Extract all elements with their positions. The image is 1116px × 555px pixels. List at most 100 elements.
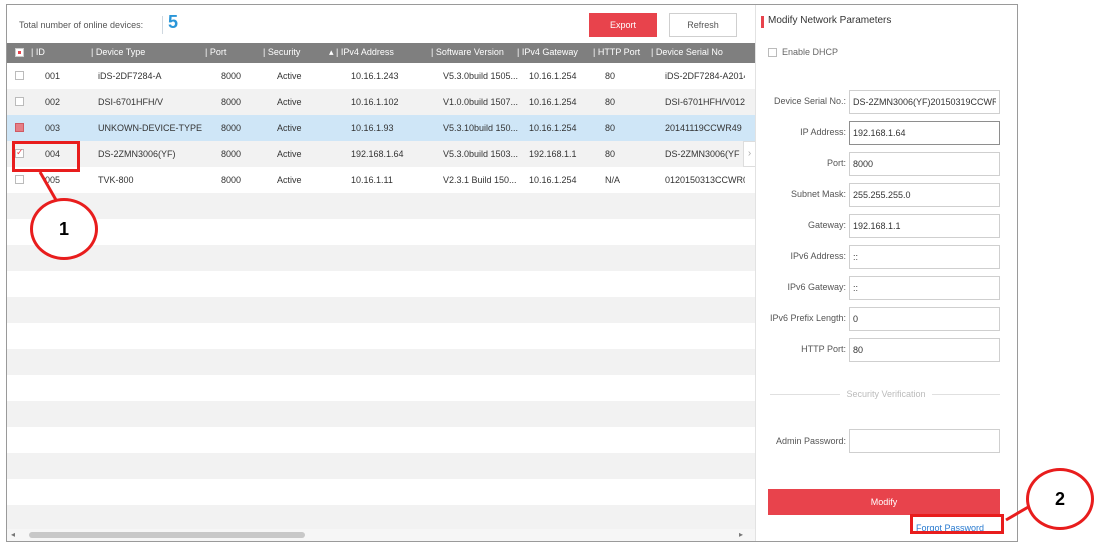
cell-id: 005 (45, 175, 61, 185)
column-header-serial-no[interactable]: | Device Serial No (651, 47, 723, 57)
scroll-right-icon[interactable]: ▸ (739, 530, 744, 539)
cell-ipv4-gateway: 192.168.1.1 (529, 149, 577, 159)
http-port-input[interactable] (849, 338, 1000, 362)
column-header-ipv4-address[interactable]: ▴ | IPv4 Address (329, 47, 394, 57)
row-checkbox[interactable] (15, 97, 24, 106)
chevron-right-icon: › (747, 148, 752, 159)
cell-ipv4-address: 10.16.1.11 (351, 175, 393, 185)
cell-security: Active (277, 123, 302, 133)
column-header-port[interactable]: | Port (205, 47, 227, 57)
column-header-ipv4-gateway[interactable]: | IPv4 Gateway (517, 47, 578, 57)
collapse-panel-handle[interactable]: › (743, 141, 755, 167)
port-input[interactable] (849, 152, 1000, 176)
cell-software-version: V5.3.10build 150... (443, 123, 519, 133)
export-button[interactable]: Export (589, 13, 657, 37)
refresh-button[interactable]: Refresh (669, 13, 737, 37)
empty-row (7, 193, 755, 219)
security-verification-label: Security Verification (846, 389, 926, 399)
connector-line-1 (38, 171, 58, 201)
admin-password-label: Admin Password: (775, 436, 846, 446)
column-header-http-port[interactable]: | HTTP Port (593, 47, 641, 57)
column-header-device-type[interactable]: | Device Type (91, 47, 146, 57)
panel-divider (755, 5, 756, 541)
column-header-id[interactable]: | ID (31, 47, 45, 57)
table-row[interactable]: 003 UNKOWN-DEVICE-TYPE 8000 Active 10.16.1.9… (7, 115, 755, 141)
row-checkbox[interactable] (15, 71, 24, 80)
scroll-thumb[interactable] (29, 532, 305, 538)
ipv6-gateway-label: IPv6 Gateway: (787, 282, 846, 292)
row-checkbox[interactable] (15, 175, 24, 184)
forgot-password-link[interactable]: Forgot Password (916, 523, 985, 533)
cell-id: 002 (45, 97, 61, 107)
ipv6-prefix-length-label: IPv6 Prefix Length: (769, 313, 846, 323)
empty-row (7, 245, 755, 271)
empty-row (7, 505, 755, 531)
cell-port: 8000 (221, 123, 242, 133)
cell-ipv4-address: 192.168.1.64 (351, 149, 404, 159)
cell-security: Active (277, 97, 302, 107)
admin-password-input[interactable] (849, 429, 1000, 453)
cell-ipv4-address: 10.16.1.93 (351, 123, 394, 133)
table-row[interactable]: 005 TVK-800 8000 Active 10.16.1.11 V2.3.1 Bui… (7, 167, 755, 193)
row-checkbox[interactable] (15, 147, 24, 158)
callout-2: 2 (1026, 468, 1094, 530)
cell-ipv4-gateway: 10.16.1.254 (529, 123, 577, 133)
ip-address-input[interactable] (849, 121, 1000, 145)
table-row[interactable]: 004 DS-2ZMN3006(YF) 8000 Active 192.168.1.64… (7, 141, 755, 167)
table-header: | ID | Device Type | Port | Security ▴ |… (7, 43, 755, 63)
gateway-input[interactable] (849, 214, 1000, 238)
subnet-mask-label: Subnet Mask: (790, 189, 846, 199)
subnet-mask-input[interactable] (849, 183, 1000, 207)
cell-security: Active (277, 149, 302, 159)
enable-dhcp-label: Enable DHCP (782, 47, 839, 57)
cell-device-type: DS-2ZMN3006(YF) (98, 149, 176, 159)
ipv6-gateway-input[interactable] (849, 276, 1000, 300)
title-accent-bar (761, 16, 764, 28)
cell-port: 8000 (221, 149, 242, 159)
device-list-panel: Total number of online devices: 5 Export… (7, 5, 755, 541)
column-header-security[interactable]: | Security (263, 47, 301, 57)
cell-device-type: iDS-2DF7284-A (98, 71, 162, 81)
cell-serial-no: DS-2ZMN3006(YF (665, 149, 740, 159)
column-header-software-version[interactable]: | Software Version (431, 47, 504, 57)
cell-ipv4-gateway: 10.16.1.254 (529, 97, 577, 107)
cell-serial-no: iDS-2DF7284-A2014 (665, 71, 745, 81)
enable-dhcp-checkbox[interactable] (768, 48, 777, 57)
horizontal-scrollbar[interactable]: ◂ ▸ (7, 529, 755, 541)
cell-http-port: 80 (605, 97, 616, 107)
port-label: Port: (826, 158, 846, 168)
modify-button[interactable]: Modify (768, 489, 1000, 515)
cell-device-type: TVK-800 (98, 175, 134, 185)
modify-network-panel: Modify Network Parameters Enable DHCP De… (756, 5, 1017, 541)
cell-serial-no: 20141119CCWR49 (665, 123, 742, 133)
cell-id: 004 (45, 149, 61, 159)
cell-http-port: 80 (605, 71, 616, 81)
ipv6-prefix-length-input[interactable] (849, 307, 1000, 331)
cell-ipv4-gateway: 10.16.1.254 (529, 175, 577, 185)
select-all-checkbox[interactable] (15, 48, 24, 57)
cell-http-port: 80 (605, 149, 616, 159)
device-serial-no-label: Device Serial No.: (773, 96, 846, 106)
divider-line (770, 394, 840, 395)
ipv6-address-input[interactable] (849, 245, 1000, 269)
cell-id: 003 (45, 123, 61, 133)
cell-software-version: V5.3.0build 1503... (443, 149, 519, 159)
scroll-left-icon[interactable]: ◂ (11, 530, 16, 539)
highlight-box-forgot-password (910, 514, 1004, 534)
ip-address-label: IP Address: (800, 127, 846, 137)
table-row[interactable]: 001 iDS-2DF7284-A 8000 Active 10.16.1.243 V5.… (7, 63, 755, 89)
table-row[interactable]: 002 DSI-6701HFH/V 8000 Active 10.16.1.102 V1.… (7, 89, 755, 115)
cell-http-port: 80 (605, 123, 616, 133)
empty-row (7, 453, 755, 479)
cell-software-version: V2.3.1 Build 150... (443, 175, 517, 185)
row-checkbox[interactable] (15, 123, 24, 132)
device-serial-no-input[interactable] (849, 90, 1000, 114)
cell-port: 8000 (221, 97, 242, 107)
count-divider (162, 16, 163, 34)
cell-serial-no: 0120150313CCWR0 (665, 175, 745, 185)
cell-serial-no: DSI-6701HFH/V012( (665, 97, 745, 107)
cell-software-version: V5.3.0build 1505... (443, 71, 519, 81)
cell-id: 001 (45, 71, 61, 81)
cell-software-version: V1.0.0build 1507... (443, 97, 519, 107)
